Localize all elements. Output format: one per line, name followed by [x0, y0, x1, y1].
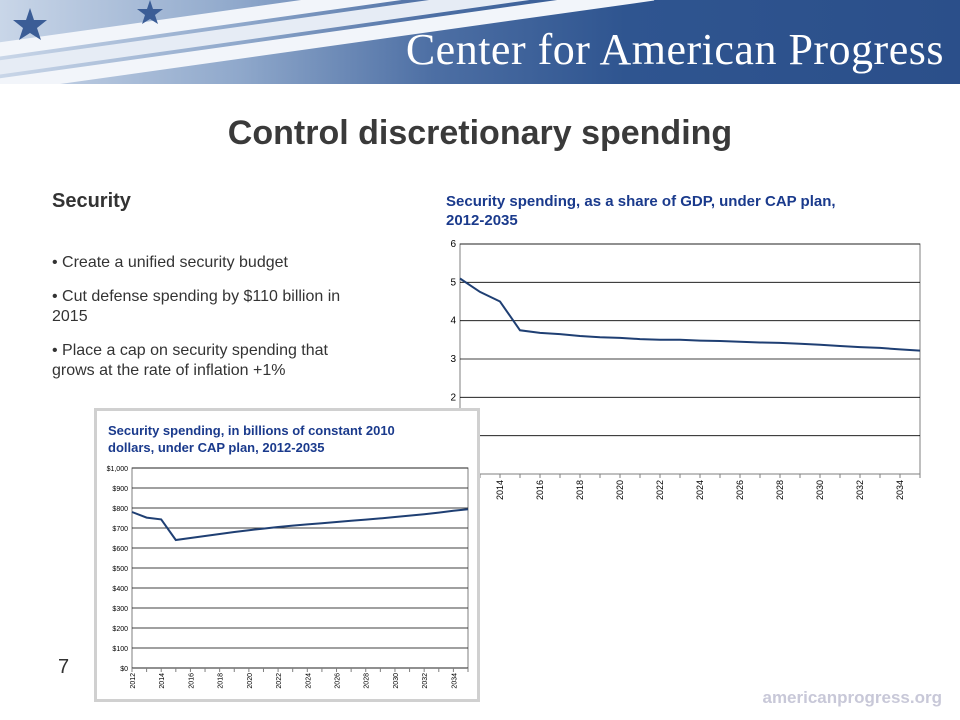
gdp-share-chart: 2 3 4 5 6 2014 2016 2018 2020 2022 2024 2026 2028 203… [450, 239, 921, 500]
y-tick-label: 3 [450, 354, 456, 365]
star-icon [13, 0, 163, 40]
x-tick-label: 2030 [815, 480, 825, 500]
x-tick-label: 2028 [775, 480, 785, 500]
dollars-chart: $0 $100 $200 $300 $400 $500 $600 $700 $800 $900 $1… [107, 466, 469, 689]
x-tick-label: 2014 [495, 480, 505, 500]
section-heading: Security [52, 190, 131, 212]
y-tick-label: $400 [112, 586, 128, 593]
y-tick-label: 6 [450, 239, 456, 250]
x-tick-label: 2022 [655, 480, 665, 500]
series-line [131, 508, 469, 542]
x-tick-label: 2012 [130, 673, 137, 689]
y-tick-label: $600 [112, 546, 128, 553]
x-tick-label: 2034 [451, 673, 458, 689]
x-tick-label: 2024 [305, 673, 312, 689]
bullet-item: • Create a unified security budget [52, 254, 288, 271]
y-tick-label: $1,000 [107, 466, 129, 473]
x-tick-label: 2018 [218, 673, 225, 689]
x-tick-label: 2032 [855, 480, 865, 500]
bullet-item: • Cut defense spending by $110 billion i… [52, 288, 341, 325]
y-tick-label: $0 [120, 666, 128, 673]
bullet-item: • Place a cap on security spending that … [52, 342, 328, 379]
chart-title: Security spending, in billions of consta… [108, 423, 395, 455]
x-tick-label: 2016 [535, 480, 545, 500]
y-tick-label: $200 [112, 626, 128, 633]
x-tick-label: 2024 [695, 480, 705, 500]
y-tick-label: $300 [112, 606, 128, 613]
x-tick-label: 2028 [364, 673, 371, 689]
series-line [459, 277, 921, 352]
x-tick-label: 2034 [895, 480, 905, 500]
y-tick-label: $700 [112, 526, 128, 533]
x-tick-label: 2020 [615, 480, 625, 500]
y-tick-label: $800 [112, 506, 128, 513]
chart-title: Security spending, as a share of GDP, un… [446, 193, 836, 229]
y-tick-label: 2 [450, 392, 456, 403]
x-tick-label: 2026 [335, 673, 342, 689]
x-tick-label: 2018 [575, 480, 585, 500]
y-tick-label: $900 [112, 486, 128, 493]
x-tick-label: 2026 [735, 480, 745, 500]
x-tick-label: 2016 [188, 673, 195, 689]
x-tick-label: 2022 [276, 673, 283, 689]
site-url: americanprogress.org [762, 688, 942, 707]
x-tick-label: 2014 [159, 673, 166, 689]
x-tick-label: 2032 [422, 673, 429, 689]
x-tick-label: 2030 [393, 673, 400, 689]
y-tick-label: 5 [450, 277, 456, 288]
y-tick-label: $100 [112, 646, 128, 653]
y-tick-label: 4 [450, 316, 456, 327]
slide-title: Control discretionary spending [227, 114, 733, 152]
page-number: 7 [58, 656, 70, 678]
header-banner: Center for American Progress [0, 0, 960, 84]
x-tick-label: 2020 [247, 673, 254, 689]
y-tick-label: $500 [112, 566, 128, 573]
brand-name: Center for American Progress [405, 25, 944, 74]
